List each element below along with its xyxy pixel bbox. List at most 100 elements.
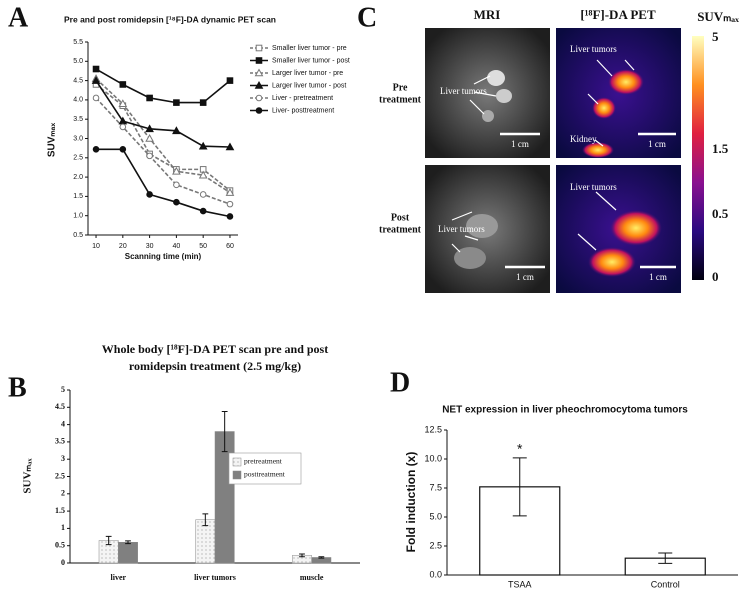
- x-axis-label: Scanning time (min): [125, 252, 202, 261]
- tumor: [482, 110, 494, 122]
- y-tick-label: 5.0: [429, 511, 442, 521]
- marker: [199, 99, 207, 106]
- y-tick-label: 7.5: [429, 482, 442, 492]
- chart: NET expression in liver pheochromocytoma…: [404, 405, 738, 589]
- tumor: [454, 247, 486, 269]
- y-tick-label: 4: [61, 419, 65, 428]
- hotspot: [610, 210, 662, 246]
- column-title: MRI: [474, 7, 501, 22]
- row-label: Pre: [393, 82, 408, 93]
- panel-label: A: [8, 2, 29, 33]
- marker: [119, 146, 127, 153]
- y-tick-label: 3: [61, 454, 65, 463]
- marker: [92, 65, 100, 73]
- legend-label: Smaller liver tumor - pre: [272, 45, 347, 52]
- y-tick-label: 4.5: [73, 77, 83, 84]
- y-tick-label: 1.5: [55, 506, 65, 515]
- chart-title: romidepsin treatment (2.5 mg/kg): [129, 359, 301, 373]
- y-tick-label: 0.0: [429, 569, 442, 579]
- scale-bar-label: 1 cm: [516, 272, 534, 282]
- panel-label: D: [390, 367, 410, 398]
- marker: [173, 198, 180, 206]
- y-axis-label: SUVₘₐₓ: [22, 458, 34, 494]
- mri-image: [425, 28, 550, 158]
- row-label: Post: [391, 212, 410, 223]
- marker: [92, 146, 100, 153]
- marker: [226, 213, 234, 220]
- legend-label: Larger liver tumor - pre: [272, 70, 343, 77]
- marker: [118, 99, 128, 108]
- series-line: [95, 83, 231, 192]
- y-tick-label: 12.5: [424, 424, 442, 434]
- tumor: [487, 70, 505, 86]
- legend-label: Liver- posttreatment: [272, 107, 334, 114]
- marker: [225, 188, 235, 196]
- marker: [92, 94, 100, 102]
- y-tick-label: 4.0: [73, 97, 83, 104]
- legend-label: Liver - pretreatment: [272, 95, 333, 102]
- scale-bar-label: 1 cm: [648, 139, 666, 149]
- legend-marker: [255, 44, 263, 52]
- marker: [226, 77, 234, 84]
- series-line: [95, 97, 231, 205]
- arrows: [451, 59, 635, 253]
- x-tick-label: 10: [92, 243, 100, 250]
- marker: [198, 170, 208, 179]
- legend-swatch: [232, 470, 242, 480]
- chart: Pre and post romidepsin [¹⁸F]-DA dynamic…: [47, 14, 350, 261]
- marker: [199, 191, 207, 198]
- error-bar: [299, 553, 305, 558]
- y-tick-label: 5.0: [73, 58, 83, 65]
- chart-title: NET expression in liver pheochromocytoma…: [442, 405, 688, 416]
- image-annotation: Liver tumors: [438, 224, 485, 234]
- image-annotation: Liver tumors: [570, 182, 617, 192]
- marker: [145, 133, 154, 142]
- row-label: treatment: [379, 94, 422, 105]
- marker: [146, 191, 153, 198]
- hotspot: [608, 69, 644, 95]
- colorbar-tick: 5: [712, 29, 719, 44]
- colorbar-tick: 0: [712, 269, 719, 284]
- series-line: [96, 148, 231, 218]
- y-tick-label: 10.0: [424, 453, 442, 463]
- colorbar: [692, 36, 704, 280]
- error-bar: [202, 513, 209, 527]
- marker: [199, 207, 207, 215]
- x-tick-label: 30: [146, 243, 154, 250]
- x-tick-label: 60: [226, 243, 234, 250]
- error-bar: [125, 540, 131, 545]
- tumor: [496, 89, 512, 103]
- marker: [172, 166, 181, 175]
- scale-bar-label: 1 cm: [511, 139, 529, 149]
- chart-title: Whole body [¹⁸F]-DA PET scan pre and pos…: [102, 342, 328, 356]
- colorbar-title: SUVₘₐₓ: [697, 9, 739, 24]
- y-tick-label: 5: [61, 385, 65, 394]
- marker: [119, 81, 127, 88]
- image-annotation: Liver tumors: [440, 86, 487, 96]
- legend-label: pretreatment: [244, 457, 283, 466]
- panel-label: B: [8, 372, 27, 403]
- legend-swatch: [232, 457, 242, 467]
- bar: [195, 519, 216, 564]
- image-annotation: Kidney: [570, 134, 597, 144]
- y-tick-label: 3.0: [73, 135, 83, 142]
- y-tick-label: 3.5: [55, 437, 65, 446]
- tumor: [466, 214, 498, 238]
- marker: [173, 181, 180, 189]
- x-tick-label: Control: [651, 579, 680, 589]
- marker: [145, 124, 154, 133]
- marker: [198, 141, 208, 150]
- y-tick-label: 2.5: [429, 540, 442, 550]
- y-tick-label: 3.5: [73, 116, 83, 123]
- x-tick-label: muscle: [300, 573, 324, 582]
- error-bar: [105, 535, 112, 546]
- marker: [91, 76, 101, 84]
- y-axis-label: SUVₘₐₓ: [47, 123, 58, 158]
- colorbar-tick: 1.5: [712, 141, 729, 156]
- y-tick-label: 1.0: [73, 213, 83, 220]
- series-line: [95, 68, 231, 104]
- marker: [172, 126, 181, 135]
- scale-bars: [500, 132, 676, 269]
- y-tick-label: 0.5: [73, 232, 83, 239]
